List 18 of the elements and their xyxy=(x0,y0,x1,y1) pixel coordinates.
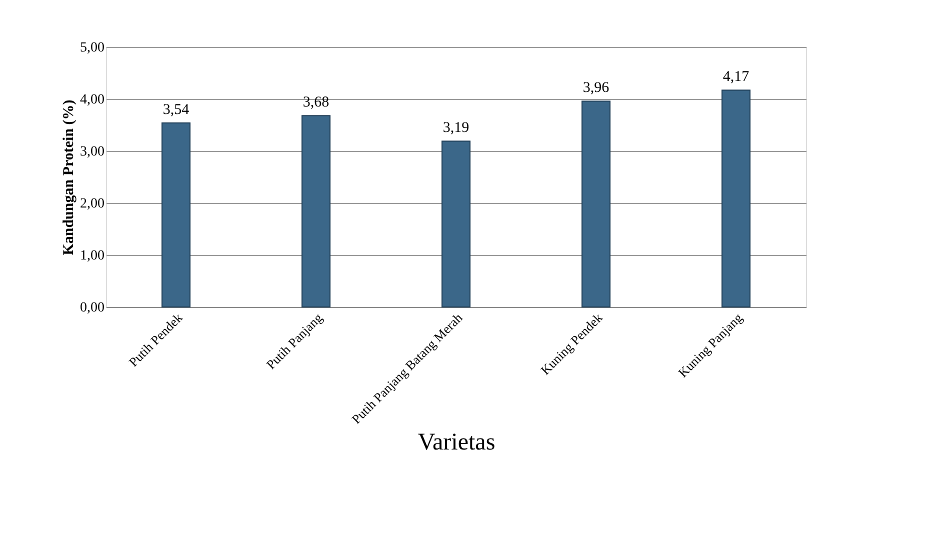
data-label: 3,96 xyxy=(582,80,610,96)
y-tick-label: 4,00 xyxy=(80,92,104,108)
y-tick-label: 3,00 xyxy=(80,144,104,160)
y-tick-label: 0,00 xyxy=(80,300,104,316)
bar xyxy=(722,90,750,308)
data-label: 3,19 xyxy=(442,120,470,136)
bar xyxy=(302,115,330,308)
y-tick-label: 1,00 xyxy=(80,248,104,264)
bar xyxy=(582,100,610,308)
data-label: 4,17 xyxy=(722,69,750,86)
data-label: 3,68 xyxy=(302,94,330,111)
y-tick-label: 2,00 xyxy=(80,196,104,212)
data-label: 3,54 xyxy=(162,102,190,118)
bar xyxy=(162,122,190,308)
y-tick-label: 5,00 xyxy=(80,40,104,56)
bar xyxy=(442,140,470,308)
y-axis-title: Kandungan Protein (%) xyxy=(61,100,77,256)
x-axis-title: Varietas xyxy=(418,430,496,456)
